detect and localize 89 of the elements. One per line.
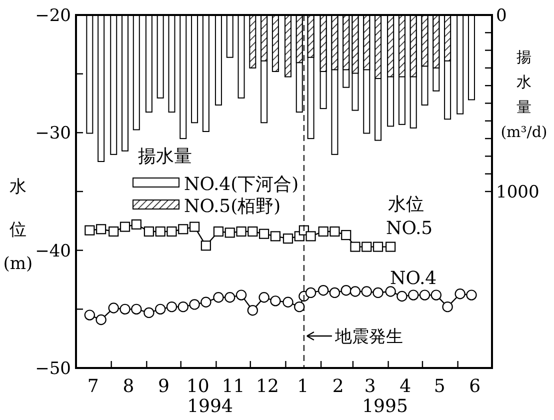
point — [270, 296, 281, 306]
point — [155, 226, 166, 237]
y-tick-label: −30 — [35, 124, 71, 144]
point — [224, 228, 235, 238]
point — [305, 287, 316, 298]
legend-label: NO.4(下河合) — [184, 174, 299, 195]
point — [329, 287, 340, 298]
point — [259, 228, 270, 239]
point — [166, 226, 177, 237]
point — [340, 284, 352, 296]
y2-tick-label: 1000 — [496, 182, 540, 202]
point — [154, 304, 166, 315]
text: 1995 — [362, 396, 408, 417]
x-tick-label: 3 — [364, 376, 376, 397]
point — [213, 226, 224, 237]
annotation: 水位 — [388, 194, 424, 215]
point — [258, 292, 270, 303]
point — [108, 226, 119, 237]
text: 1994 — [187, 396, 233, 417]
point — [248, 226, 258, 237]
point — [350, 286, 361, 297]
y-tick-label: −50 — [35, 359, 71, 379]
point — [361, 286, 372, 297]
point — [131, 219, 142, 230]
point — [144, 226, 154, 237]
point — [224, 292, 236, 303]
point — [294, 301, 305, 312]
point — [362, 242, 372, 252]
point — [84, 310, 96, 320]
point — [247, 304, 258, 316]
point — [200, 240, 211, 251]
point — [282, 296, 294, 308]
series-label: NO.4 — [390, 268, 437, 289]
x-tick-label: 12 — [256, 376, 279, 397]
point — [178, 301, 188, 312]
point — [236, 290, 247, 300]
point — [466, 290, 477, 300]
legend-label: NO.5(栢野) — [184, 196, 281, 217]
point — [166, 301, 178, 312]
y2-axis-title: 揚水量(m³/d) — [500, 48, 548, 141]
point — [386, 242, 396, 252]
y2-tick-label: 0 — [496, 6, 507, 26]
legend-title: 揚水量 — [138, 146, 192, 167]
point — [108, 302, 119, 314]
point — [372, 287, 384, 298]
x-tick-label: 6 — [469, 376, 481, 397]
text: 水位(m) — [3, 177, 33, 274]
series-label: NO.5 — [386, 218, 433, 239]
point — [282, 234, 294, 244]
x-tick-label: 9 — [158, 376, 170, 397]
point — [430, 290, 442, 300]
point — [120, 304, 130, 315]
point — [96, 224, 106, 234]
x-tick-label: 1 — [297, 376, 309, 397]
point — [341, 230, 352, 240]
point — [419, 290, 430, 300]
x-tick-label: 7 — [87, 376, 99, 397]
x-tick-label: 8 — [122, 376, 134, 397]
point — [144, 307, 154, 318]
point — [408, 290, 419, 300]
point — [318, 284, 329, 296]
ref-line-label: 地震発生 — [334, 327, 403, 347]
point — [236, 226, 246, 237]
point — [372, 242, 384, 252]
point — [131, 304, 142, 315]
point — [120, 222, 130, 232]
point — [350, 242, 360, 252]
point — [84, 225, 95, 236]
point — [178, 224, 188, 234]
point — [270, 231, 280, 242]
x-tick-label: 11 — [222, 376, 245, 397]
point — [189, 222, 200, 232]
point — [306, 231, 316, 242]
x-tick-label: 5 — [434, 376, 446, 397]
point — [200, 296, 212, 308]
y-tick-label: −20 — [35, 6, 71, 26]
point — [96, 314, 106, 326]
point — [318, 226, 328, 237]
point — [442, 301, 453, 312]
x-tick-label: 10 — [186, 376, 210, 397]
point — [396, 290, 408, 302]
x-tick-label: 4 — [400, 376, 412, 397]
point — [454, 288, 466, 300]
y-tick-label: −40 — [35, 241, 71, 262]
point — [213, 292, 224, 303]
point — [385, 286, 396, 297]
x-tick-label: 2 — [332, 376, 344, 397]
point — [189, 299, 200, 310]
point — [330, 226, 340, 237]
